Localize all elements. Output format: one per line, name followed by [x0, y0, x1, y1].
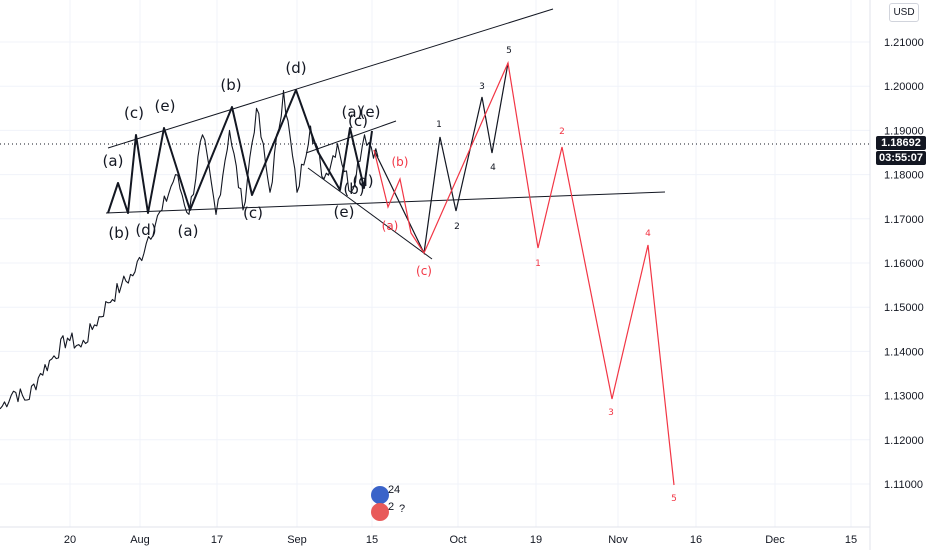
- currency-button[interactable]: USD: [889, 3, 919, 22]
- price-tick-label: 1.17000: [884, 214, 924, 226]
- price-tick-label: 1.13000: [884, 391, 924, 403]
- time-tick-label: 19: [530, 534, 542, 546]
- wave-number-label: 4: [490, 163, 496, 173]
- wave-label: (d): [135, 221, 156, 239]
- wave-label: (e): [360, 103, 381, 121]
- wave-labels: (a)(b)(c)(d)(e)(a)(b)(c)(d)(e)(a)(b)(c)(…: [103, 46, 677, 504]
- event-marker-label: 4: [394, 484, 400, 496]
- wave-label: (a): [178, 222, 199, 240]
- wave-label: (b): [108, 224, 129, 242]
- wave-number-label-red: 1: [535, 259, 541, 269]
- time-tick-label: Aug: [130, 534, 150, 546]
- trendline: [305, 120, 397, 154]
- wave-label: (b): [343, 180, 364, 198]
- event-marker-label: 2: [388, 501, 394, 513]
- time-tick-label: Sep: [287, 534, 307, 546]
- time-tick-label: Oct: [449, 534, 466, 546]
- wave-number-label: 2: [454, 222, 460, 232]
- wave-number-label-red: 2: [559, 127, 565, 137]
- time-tick-label: Dec: [765, 534, 785, 546]
- economic-events-icon[interactable]: 2 42?: [371, 484, 405, 521]
- historical-price-line: [0, 90, 379, 410]
- wave-label: (c): [124, 104, 144, 122]
- wave-number-label: 1: [436, 120, 442, 130]
- time-tick-label: 15: [366, 534, 378, 546]
- last-price-badge: 1.18692: [876, 136, 926, 150]
- wave-label: (d): [285, 59, 306, 77]
- event-marker-label: 2: [388, 484, 394, 496]
- price-tick-label: 1.20000: [884, 81, 924, 93]
- time-tick-label: 16: [690, 534, 702, 546]
- trendline: [307, 167, 433, 260]
- price-tick-label: 1.16000: [884, 258, 924, 270]
- wave-label-red: (a): [382, 219, 399, 233]
- wave-label: (e): [334, 203, 355, 221]
- wave-number-label-red: 4: [645, 229, 651, 239]
- price-tick-label: 1.18000: [884, 170, 924, 182]
- wave-sketch-line: [107, 89, 373, 214]
- wave-number-label-red: 3: [608, 408, 614, 418]
- grid: [0, 0, 870, 527]
- event-marker-label: ?: [399, 503, 405, 515]
- price-tick-label: 1.14000: [884, 346, 924, 358]
- wave-label: (c): [243, 204, 263, 222]
- event-flag-circle: [371, 503, 389, 521]
- wave-number-label: 3: [479, 82, 485, 92]
- time-tick-label: 15: [845, 534, 857, 546]
- wave-label: (b): [220, 76, 241, 94]
- wave-label-red: (c): [416, 264, 432, 278]
- projection-red-path: [373, 60, 675, 486]
- wave-label: (e): [155, 97, 176, 115]
- wave-label-red: (b): [392, 155, 409, 169]
- wave-label: (d): [352, 172, 373, 190]
- price-tick-label: 1.19000: [884, 125, 924, 137]
- wave-label: (a): [342, 103, 363, 121]
- wave-label: (a): [103, 152, 124, 170]
- time-tick-label: Nov: [608, 534, 628, 546]
- countdown-badge: 03:55:07: [876, 151, 926, 165]
- time-tick-label: 20: [64, 534, 76, 546]
- wave-label: (c): [348, 112, 368, 130]
- wave-number-label-red: 5: [671, 494, 677, 504]
- wave-number-label: 5: [506, 46, 512, 56]
- price-tick-label: 1.12000: [884, 435, 924, 447]
- price-tick-label: 1.21000: [884, 37, 924, 49]
- price-series: [0, 89, 379, 410]
- time-tick-label: 17: [211, 534, 223, 546]
- price-tick-label: 1.11000: [884, 479, 923, 491]
- price-tick-label: 1.15000: [884, 302, 924, 314]
- trendline: [107, 8, 554, 149]
- projection-paths: [373, 60, 675, 486]
- event-flag-circle: [371, 486, 389, 504]
